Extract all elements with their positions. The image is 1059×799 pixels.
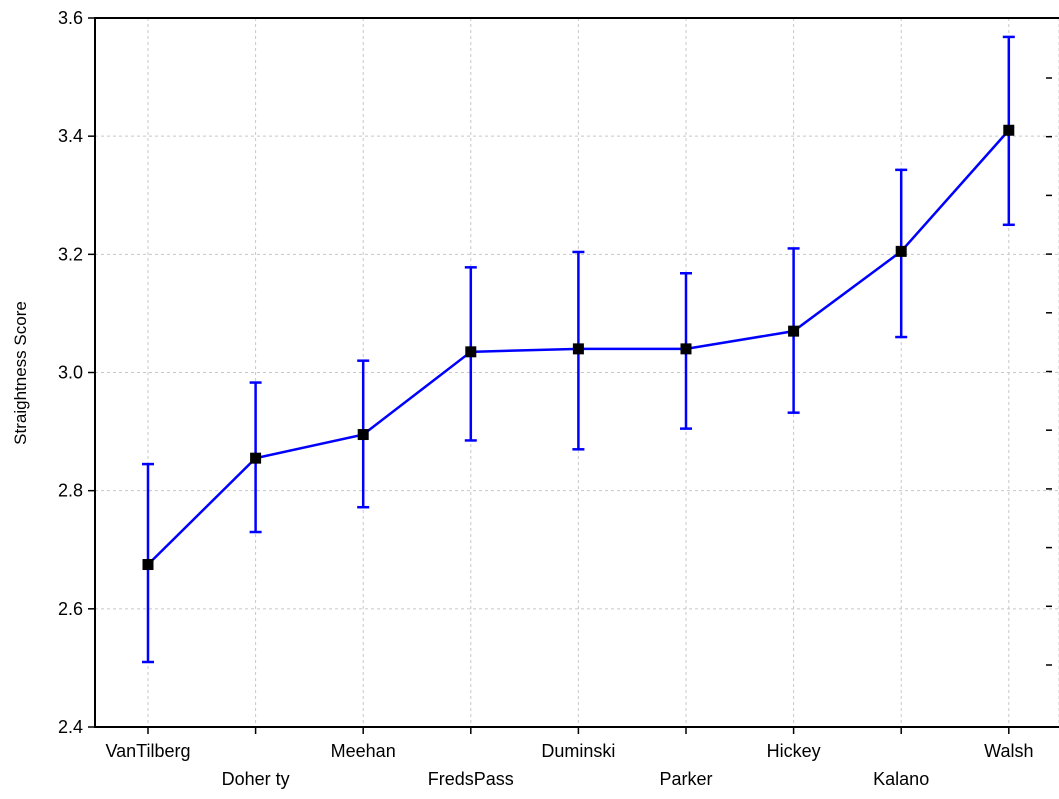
y-axis-title: Straightness Score [11, 301, 30, 445]
data-point-marker [250, 452, 262, 464]
y-tick-label: 2.4 [58, 717, 83, 737]
y-ticks: 2.4 2.6 2.8 3.0 3.2 3.4 3.6 [58, 8, 95, 737]
x-tick-label: Kalano [873, 769, 929, 789]
x-tick-label: Meehan [331, 741, 396, 761]
x-tick-label: Parker [659, 769, 712, 789]
y-tick-label: 2.8 [58, 481, 83, 501]
x-ticks: VanTilberg Doher ty Meehan FredsPass Duminsk… [105, 727, 1033, 789]
data-point-marker [572, 343, 584, 355]
x-tick-label: FredsPass [428, 769, 514, 789]
y-tick-label: 3.0 [58, 363, 83, 383]
data-point-marker [1003, 124, 1015, 136]
y-tick-label: 3.4 [58, 126, 83, 146]
data-point-marker [788, 325, 800, 337]
y-tick-label: 3.6 [58, 8, 83, 28]
markers [142, 124, 1015, 571]
y-tick-label: 3.2 [58, 244, 83, 264]
x-tick-label: Doher ty [222, 769, 290, 789]
y-tick-label: 2.6 [58, 599, 83, 619]
data-point-marker [357, 429, 369, 441]
data-point-marker [142, 559, 154, 571]
grid [95, 18, 1059, 727]
x-tick-label: Duminski [541, 741, 615, 761]
data-point-marker [895, 245, 907, 257]
data-point-marker [680, 343, 692, 355]
data-point-marker [465, 346, 477, 358]
x-tick-label: Walsh [984, 741, 1033, 761]
x-tick-label: Hickey [767, 741, 821, 761]
right-edge-ticks [1046, 77, 1052, 666]
x-tick-label: VanTilberg [105, 741, 190, 761]
